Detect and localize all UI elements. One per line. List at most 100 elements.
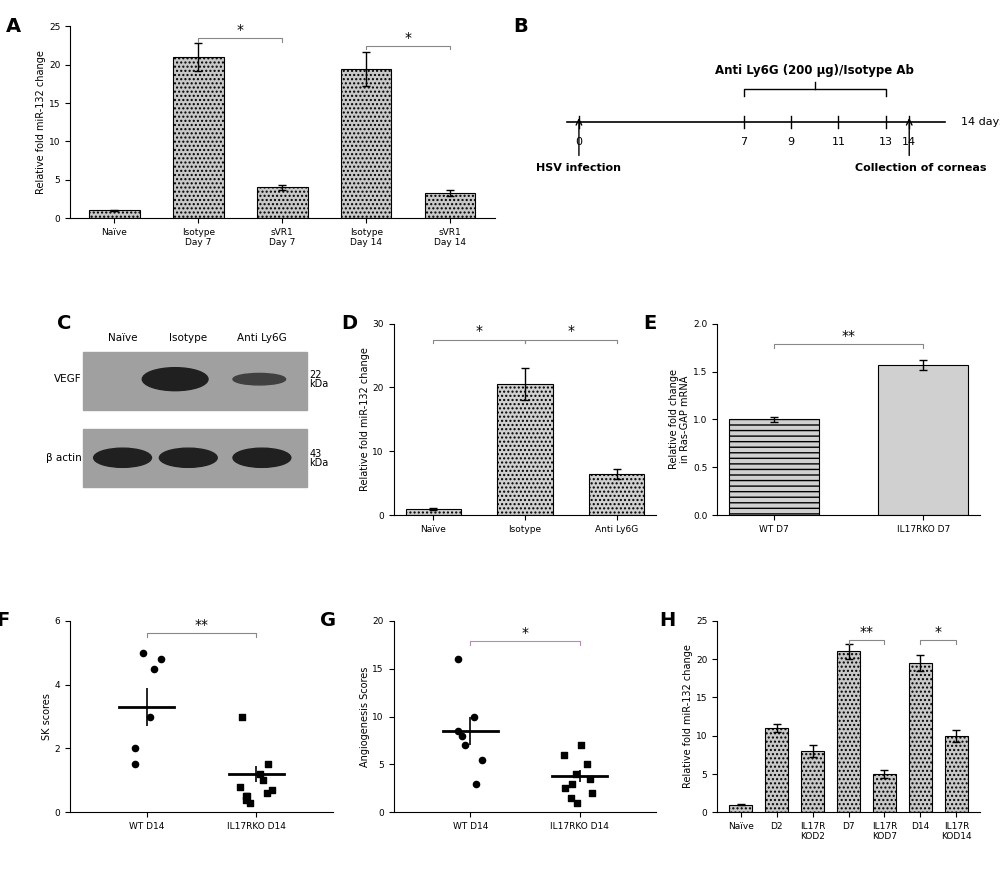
Point (563, 791, 579, 805)
Text: C: C (57, 314, 71, 333)
Point (232, 780, 248, 794)
Text: HSV infection: HSV infection (536, 163, 621, 173)
Point (260, 758, 276, 772)
Text: 7: 7 (741, 137, 748, 147)
Text: 0: 0 (575, 137, 582, 147)
Point (135, 645, 151, 660)
Point (457, 738, 473, 752)
Text: kDa: kDa (309, 379, 328, 389)
Point (127, 742, 143, 756)
Point (569, 796, 585, 810)
Point (153, 652, 169, 666)
Text: *: * (476, 324, 483, 337)
Point (564, 776, 580, 790)
Point (573, 738, 589, 752)
Bar (497, 384, 553, 516)
Bar (589, 474, 644, 516)
Point (579, 758, 595, 772)
Point (582, 772, 598, 786)
Bar (425, 192, 475, 218)
Point (142, 709, 158, 723)
Text: G: G (320, 611, 336, 630)
Text: Anti Ly6G (200 μg)/Isotype Ab: Anti Ly6G (200 μg)/Isotype Ab (715, 64, 914, 77)
Text: *: * (935, 625, 942, 639)
Point (238, 789, 254, 804)
Text: **: ** (842, 329, 856, 343)
Y-axis label: Relative fold miR-132 change: Relative fold miR-132 change (360, 348, 370, 491)
Point (468, 776, 484, 790)
Text: *: * (237, 23, 244, 37)
Point (466, 709, 482, 723)
Text: D: D (341, 314, 357, 333)
Text: 14: 14 (902, 137, 916, 147)
Text: 13: 13 (879, 137, 893, 147)
Point (584, 786, 600, 800)
Point (556, 748, 572, 762)
Bar (801, 751, 824, 812)
Point (234, 709, 250, 723)
Y-axis label: Relative fold change
in Ras-GAP mRNA: Relative fold change in Ras-GAP mRNA (669, 369, 690, 470)
Text: 43: 43 (309, 449, 321, 459)
Text: 14 days p.i.: 14 days p.i. (961, 117, 1000, 127)
Bar (173, 57, 224, 218)
Bar (257, 187, 308, 218)
Bar (729, 804, 752, 812)
Text: *: * (521, 626, 528, 640)
Point (252, 767, 268, 781)
Point (238, 793, 254, 807)
Point (239, 789, 255, 804)
Ellipse shape (159, 449, 217, 467)
Point (474, 752, 490, 766)
Point (450, 652, 466, 666)
Point (146, 661, 162, 675)
Point (259, 786, 275, 800)
Point (255, 774, 271, 788)
Y-axis label: Relative fold miR-132 change: Relative fold miR-132 change (36, 50, 46, 194)
Bar (878, 365, 968, 516)
Text: **: ** (860, 625, 874, 639)
Point (242, 796, 258, 810)
Point (450, 724, 466, 738)
Text: 9: 9 (788, 137, 795, 147)
Y-axis label: SK scores: SK scores (42, 693, 52, 740)
Text: A: A (6, 17, 21, 36)
Text: Collection of corneas: Collection of corneas (855, 163, 987, 173)
Bar (83, 429, 307, 487)
Text: 11: 11 (831, 137, 845, 147)
Text: *: * (567, 324, 574, 337)
Text: VEGF: VEGF (54, 374, 82, 384)
Text: Naïve: Naïve (108, 333, 137, 343)
Text: 22: 22 (309, 370, 322, 381)
Text: H: H (659, 611, 676, 630)
Text: Anti Ly6G: Anti Ly6G (237, 333, 287, 343)
Bar (341, 69, 391, 218)
Bar (83, 352, 307, 410)
Ellipse shape (233, 374, 286, 385)
Bar (837, 652, 860, 812)
Text: kDa: kDa (309, 457, 328, 468)
Text: β actin: β actin (46, 453, 82, 463)
Text: *: * (405, 31, 412, 45)
Bar (945, 736, 968, 812)
Point (454, 728, 470, 743)
Point (127, 758, 143, 772)
Text: F: F (0, 611, 10, 630)
Ellipse shape (94, 449, 151, 467)
Point (557, 781, 573, 796)
Point (568, 767, 584, 781)
Bar (873, 774, 896, 812)
Bar (406, 509, 461, 516)
Y-axis label: Relative fold miR-132 change: Relative fold miR-132 change (683, 645, 693, 789)
Ellipse shape (142, 367, 208, 390)
Text: **: ** (194, 618, 208, 632)
Y-axis label: Angiogenesis Scores: Angiogenesis Scores (360, 667, 370, 766)
Text: E: E (644, 314, 657, 333)
Ellipse shape (233, 449, 291, 467)
Text: Isotype: Isotype (169, 333, 207, 343)
Point (264, 783, 280, 797)
Text: B: B (513, 17, 528, 36)
Bar (765, 728, 788, 812)
Bar (729, 419, 819, 516)
Bar (909, 663, 932, 812)
Bar (89, 210, 140, 218)
